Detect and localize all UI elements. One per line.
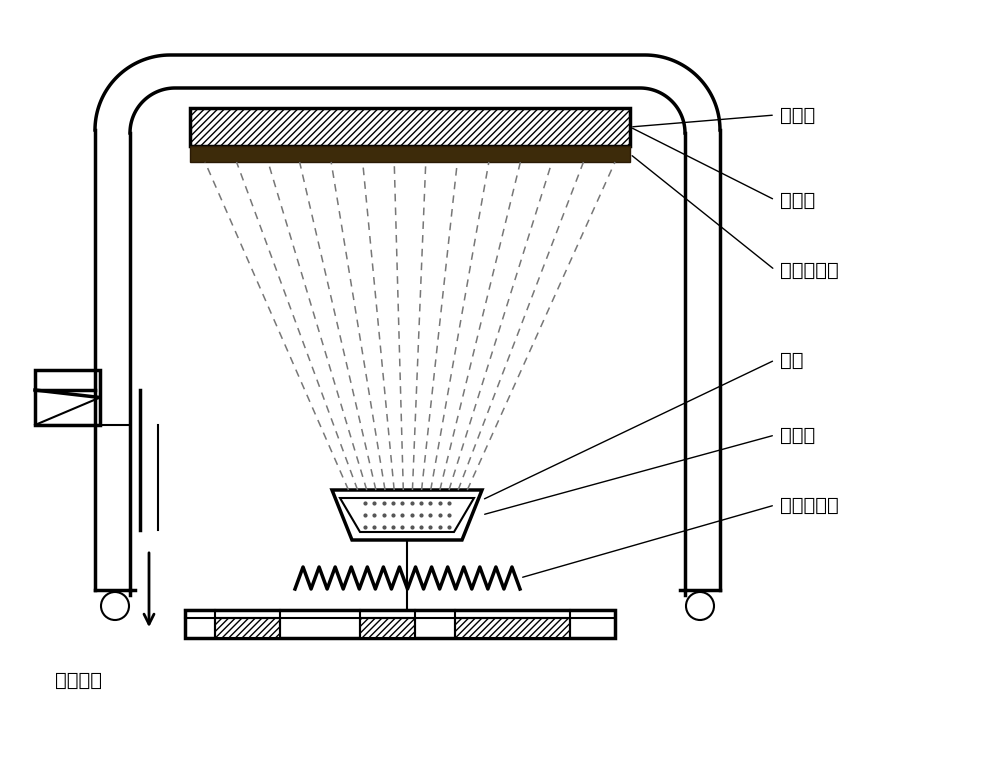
Polygon shape <box>332 490 482 540</box>
Text: 蕲发舟: 蕲发舟 <box>780 426 815 445</box>
Text: 真空室: 真空室 <box>780 106 815 125</box>
Text: 蕲发加热器: 蕲发加热器 <box>780 496 839 515</box>
Text: 染料: 染料 <box>780 350 804 369</box>
Bar <box>35 370 100 425</box>
Text: 纹织品面料: 纹织品面料 <box>780 261 839 280</box>
Text: 至真空泵: 至真空泵 <box>55 670 102 689</box>
Bar <box>185 610 615 638</box>
Bar <box>190 108 630 146</box>
Bar <box>190 146 630 162</box>
Bar <box>215 618 280 638</box>
Bar <box>455 618 570 638</box>
Text: 样品台: 样品台 <box>780 191 815 210</box>
Polygon shape <box>340 498 474 532</box>
Bar <box>360 618 415 638</box>
